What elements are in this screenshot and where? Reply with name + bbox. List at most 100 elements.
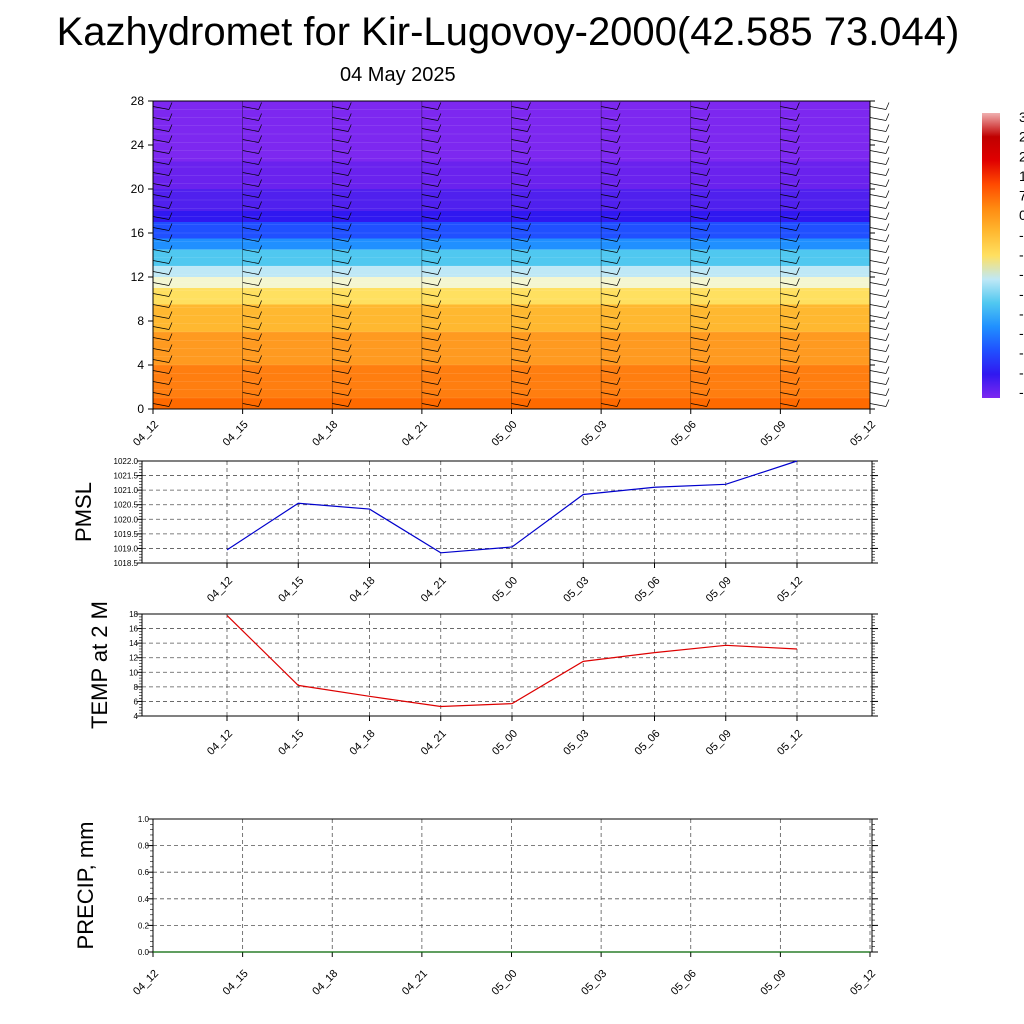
wind-barb-flag xyxy=(258,333,262,341)
wind-barb xyxy=(690,150,707,154)
wind-barb xyxy=(780,117,797,121)
wind-barb xyxy=(869,161,887,165)
wind-barb-flag xyxy=(168,289,173,297)
wind-barb-flag xyxy=(258,256,262,264)
x-tick-label: 05_12 xyxy=(775,728,805,758)
wind-barb-flag xyxy=(437,311,442,319)
wind-barb-flag xyxy=(527,388,531,396)
wind-barb xyxy=(421,304,438,308)
wind-barb xyxy=(421,315,438,319)
x-tick-label: 04_18 xyxy=(348,728,378,758)
wind-barb xyxy=(601,238,618,242)
wind-barb-flag xyxy=(258,102,262,110)
wind-barb-flag xyxy=(885,388,890,396)
y-tick-label: 0 xyxy=(137,402,144,416)
wind-barb xyxy=(511,227,528,231)
wind-barb xyxy=(421,183,438,187)
colorbar-label: - xyxy=(1019,345,1024,361)
wind-barb-flag xyxy=(258,157,262,165)
wind-barb xyxy=(332,172,349,176)
wind-barb-flag xyxy=(168,124,173,132)
y-tick-label: 14 xyxy=(129,639,138,648)
wind-barb-flag xyxy=(437,157,442,165)
wind-barb xyxy=(869,337,887,341)
wind-barb-flag xyxy=(616,322,621,330)
wind-barb xyxy=(601,271,618,275)
wind-barb-flag xyxy=(616,223,621,231)
wind-barb xyxy=(690,249,707,253)
wind-barb-flag xyxy=(706,201,711,209)
y-tick-label: 8 xyxy=(134,683,139,692)
wind-barb xyxy=(780,150,797,154)
wind-barb-flag xyxy=(616,289,621,297)
wind-barb xyxy=(242,359,259,363)
wind-barb-flag xyxy=(527,102,531,110)
wind-barb xyxy=(242,172,259,176)
wind-barb xyxy=(152,106,170,110)
wind-barb-flag xyxy=(437,278,442,286)
wind-barb-flag xyxy=(706,135,711,143)
wind-barb xyxy=(421,370,438,374)
wind-barb xyxy=(869,271,887,275)
wind-barb-flag xyxy=(885,190,890,198)
wind-barb xyxy=(690,326,707,330)
wind-barb-flag xyxy=(347,311,352,319)
wind-barb xyxy=(242,238,259,242)
wind-barb-flag xyxy=(437,190,442,198)
wind-barb-flag xyxy=(437,234,442,242)
x-tick-label: 05_00 xyxy=(490,728,520,758)
wind-barb-flag xyxy=(347,300,352,308)
y-tick-label: 4 xyxy=(134,712,139,721)
wind-barb-flag xyxy=(527,300,531,308)
x-tick-label: 05_12 xyxy=(848,968,878,998)
wind-barb xyxy=(601,326,618,330)
page-subtitle: 04 May 2025 xyxy=(340,64,456,86)
wind-barb xyxy=(421,249,438,253)
wind-barb xyxy=(421,381,438,385)
wind-barb xyxy=(421,348,438,352)
wind-barb-flag xyxy=(437,179,442,187)
wind-barb xyxy=(601,293,618,297)
wind-barb xyxy=(511,194,528,198)
wind-barb xyxy=(332,359,349,363)
colorbar-label: 1 xyxy=(1019,168,1024,184)
wind-barb-flag xyxy=(437,256,442,264)
wind-barb-flag xyxy=(885,344,890,352)
wind-barb-flag xyxy=(168,267,173,275)
wind-barb-flag xyxy=(706,190,711,198)
wind-barb-flag xyxy=(616,333,621,341)
wind-barb xyxy=(780,282,797,286)
wind-barb-flag xyxy=(796,245,800,253)
wind-barb xyxy=(421,172,438,176)
wind-barb xyxy=(242,293,259,297)
wind-barb xyxy=(780,216,797,220)
x-tick-label: 05_09 xyxy=(758,968,788,998)
wind-barb-flag xyxy=(437,377,442,385)
wind-barb-flag xyxy=(885,201,890,209)
x-tick-label: 05_06 xyxy=(633,575,663,605)
wind-barb-flag xyxy=(527,366,531,374)
wind-barb xyxy=(869,227,887,231)
wind-barb xyxy=(780,381,797,385)
wind-barb xyxy=(332,150,349,154)
wind-barb xyxy=(242,260,259,264)
wind-barb xyxy=(332,293,349,297)
wind-barb xyxy=(601,172,618,176)
wind-barb-flag xyxy=(258,234,262,242)
wind-barb-flag xyxy=(437,168,442,176)
wind-barb xyxy=(152,370,170,374)
wind-barb xyxy=(690,359,707,363)
wind-barb xyxy=(152,403,170,407)
wind-barb-flag xyxy=(168,278,173,286)
wind-barb xyxy=(869,403,887,407)
wind-barb xyxy=(152,260,170,264)
wind-barb-flag xyxy=(437,289,442,297)
wind-barb xyxy=(421,205,438,209)
wind-barb-flag xyxy=(347,234,352,242)
pmsl-panel: 1018.5 1019.0 1019.5 1020.0 1020.5 1021.0 1021… xyxy=(71,457,878,605)
colorbar-label: 2 xyxy=(1019,148,1024,164)
wind-barb-flag xyxy=(796,388,800,396)
wind-barb xyxy=(869,304,887,308)
wind-barb-flag xyxy=(796,399,800,407)
y-tick-label: 12 xyxy=(129,654,138,663)
